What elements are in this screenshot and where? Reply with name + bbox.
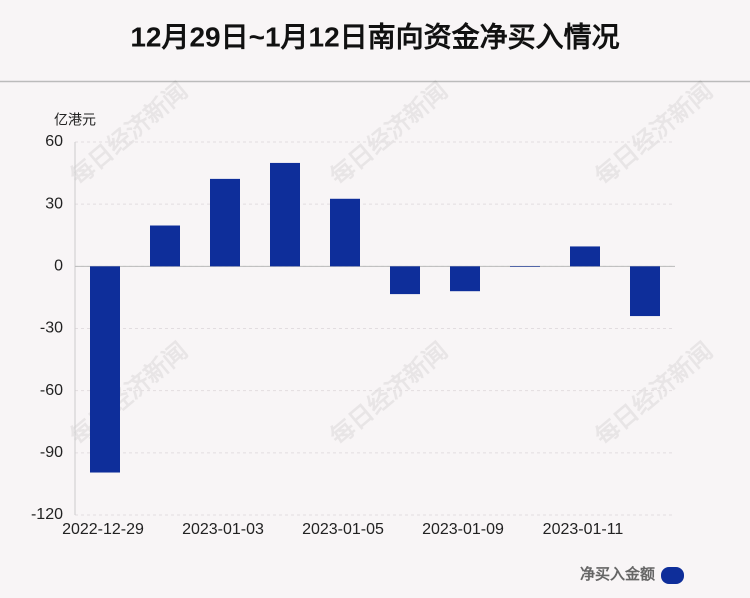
y-tick-label: -90 [40,444,63,461]
y-tick-label: -120 [31,506,63,523]
bar [90,266,120,473]
bar [510,266,540,267]
y-tick-label: -60 [40,382,63,399]
legend-label: 净买入金额 [580,565,655,583]
bar [150,225,180,267]
x-tick-label: 2023-01-05 [302,521,384,538]
y-tick-label: 30 [45,195,63,212]
bar [390,266,420,295]
legend-swatch [661,567,684,584]
y-tick-label: -30 [40,320,63,337]
x-tick-label: 2023-01-03 [182,521,264,538]
bar [210,178,240,267]
y-tick-label: 0 [54,258,63,275]
y-unit: 亿港元 [54,112,96,128]
y-tick-label: 60 [45,133,63,150]
bar [570,246,600,267]
bar [330,198,360,267]
bar [450,266,480,292]
bar [270,162,300,267]
x-tick-label: 2023-01-09 [422,521,504,538]
x-tick-label: 2023-01-11 [543,521,624,538]
bar [630,266,660,317]
x-tick-label: 2022-12-29 [62,521,144,538]
chart-title: 12月29日~1月12日南向资金净买入情况 [130,20,619,52]
